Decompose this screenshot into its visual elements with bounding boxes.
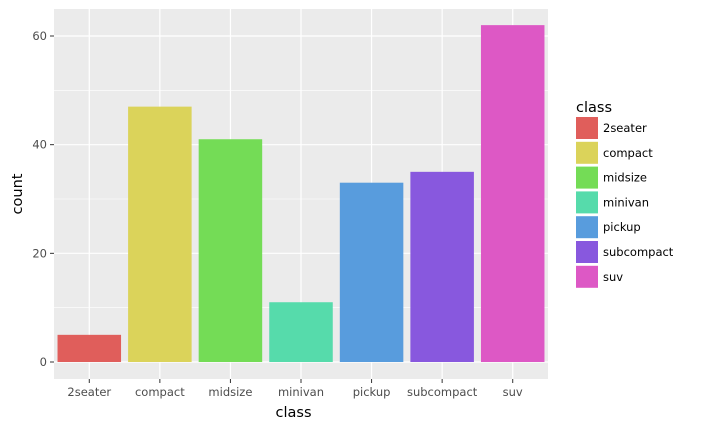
legend-swatch-pickup [576, 216, 598, 239]
legend-label-minivan: minivan [603, 195, 649, 209]
x-axis-title: class [276, 405, 312, 421]
bar-midsize [198, 139, 263, 362]
x-tick-label: minivan [278, 385, 324, 399]
legend: class 2seater compact midsize minivan pickup… [576, 100, 674, 288]
x-tick-label: pickup [353, 385, 391, 399]
bar-pickup [339, 182, 404, 362]
y-axis: 0 20 40 60 [32, 29, 54, 369]
legend-label-subcompact: subcompact [603, 245, 674, 259]
legend-label-midsize: midsize [603, 171, 647, 185]
legend-swatch-compact [576, 141, 598, 164]
x-tick-label: suv [503, 385, 523, 399]
y-axis-title: count [10, 173, 26, 214]
legend-swatch-suv [576, 265, 598, 288]
legend-swatch-minivan [576, 191, 598, 214]
x-tick-label: midsize [208, 385, 252, 399]
y-tick-label: 40 [32, 138, 47, 152]
legend-swatch-subcompact [576, 241, 598, 263]
bar-subcompact [410, 171, 474, 362]
legend-label-compact: compact [603, 146, 653, 160]
x-tick-label: compact [135, 385, 185, 399]
bar-minivan [269, 302, 333, 362]
bar-compact [128, 106, 192, 362]
legend-title: class [576, 100, 612, 116]
y-tick-label: 60 [32, 29, 47, 43]
legend-label-suv: suv [603, 270, 623, 284]
y-tick-label: 20 [32, 246, 47, 260]
bars [57, 25, 545, 363]
bar-2seater [57, 334, 122, 362]
legend-label-pickup: pickup [603, 220, 641, 234]
y-tick-label: 0 [40, 355, 47, 369]
x-axis: 2seater compact midsize minivan pickup subcom… [67, 379, 523, 399]
legend-swatch-midsize [576, 166, 598, 189]
x-tick-label: 2seater [67, 385, 111, 399]
legend-swatch-2seater [576, 117, 598, 139]
bar-suv [480, 25, 545, 363]
legend-label-2seater: 2seater [603, 121, 647, 135]
x-tick-label: subcompact [407, 385, 478, 399]
